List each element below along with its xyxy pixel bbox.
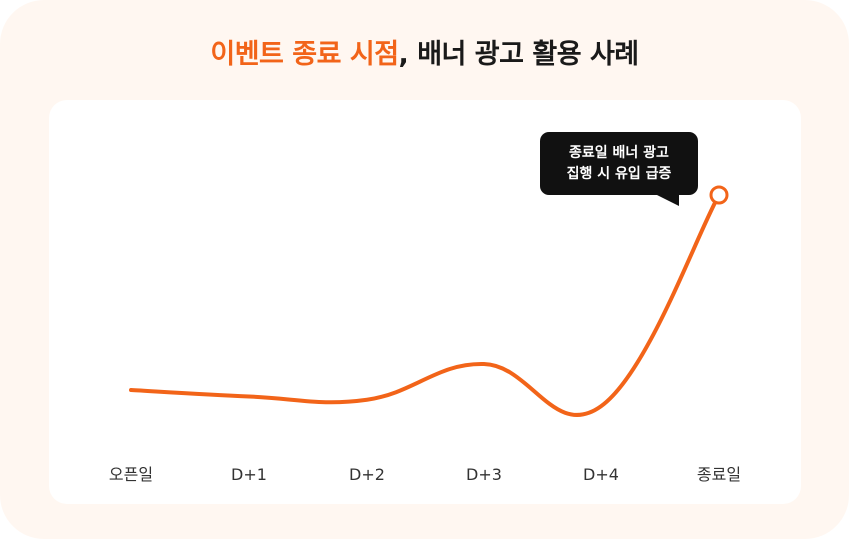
x-tick-label: 종료일 [697,465,741,484]
x-tick-label: D+2 [349,465,385,484]
series-line [129,193,721,417]
marker-layer [709,185,729,205]
end-point-marker [709,185,729,205]
tooltip-line-2: 집행 시 유입 급증 [566,165,672,182]
series-layer [129,193,721,417]
tooltip-line-1: 종료일 배너 광고 [569,144,669,161]
title-highlight: 이벤트 종료 시점 [210,39,399,70]
x-tick-label: D+1 [231,465,267,484]
annotation-tooltip: 종료일 배너 광고 집행 시 유입 급증 [540,132,698,195]
x-tick-label: D+3 [466,465,502,484]
x-tick-label: 오픈일 [109,465,153,484]
title-rest: , 배너 광고 활용 사례 [398,39,640,70]
page-title: 이벤트 종료 시점, 배너 광고 활용 사례 [0,32,849,71]
tooltip-tail [655,194,679,206]
x-tick-label: D+4 [583,465,619,484]
x-axis-ticks: 오픈일 D+1 D+2 D+3 D+4 종료일 [109,465,741,484]
